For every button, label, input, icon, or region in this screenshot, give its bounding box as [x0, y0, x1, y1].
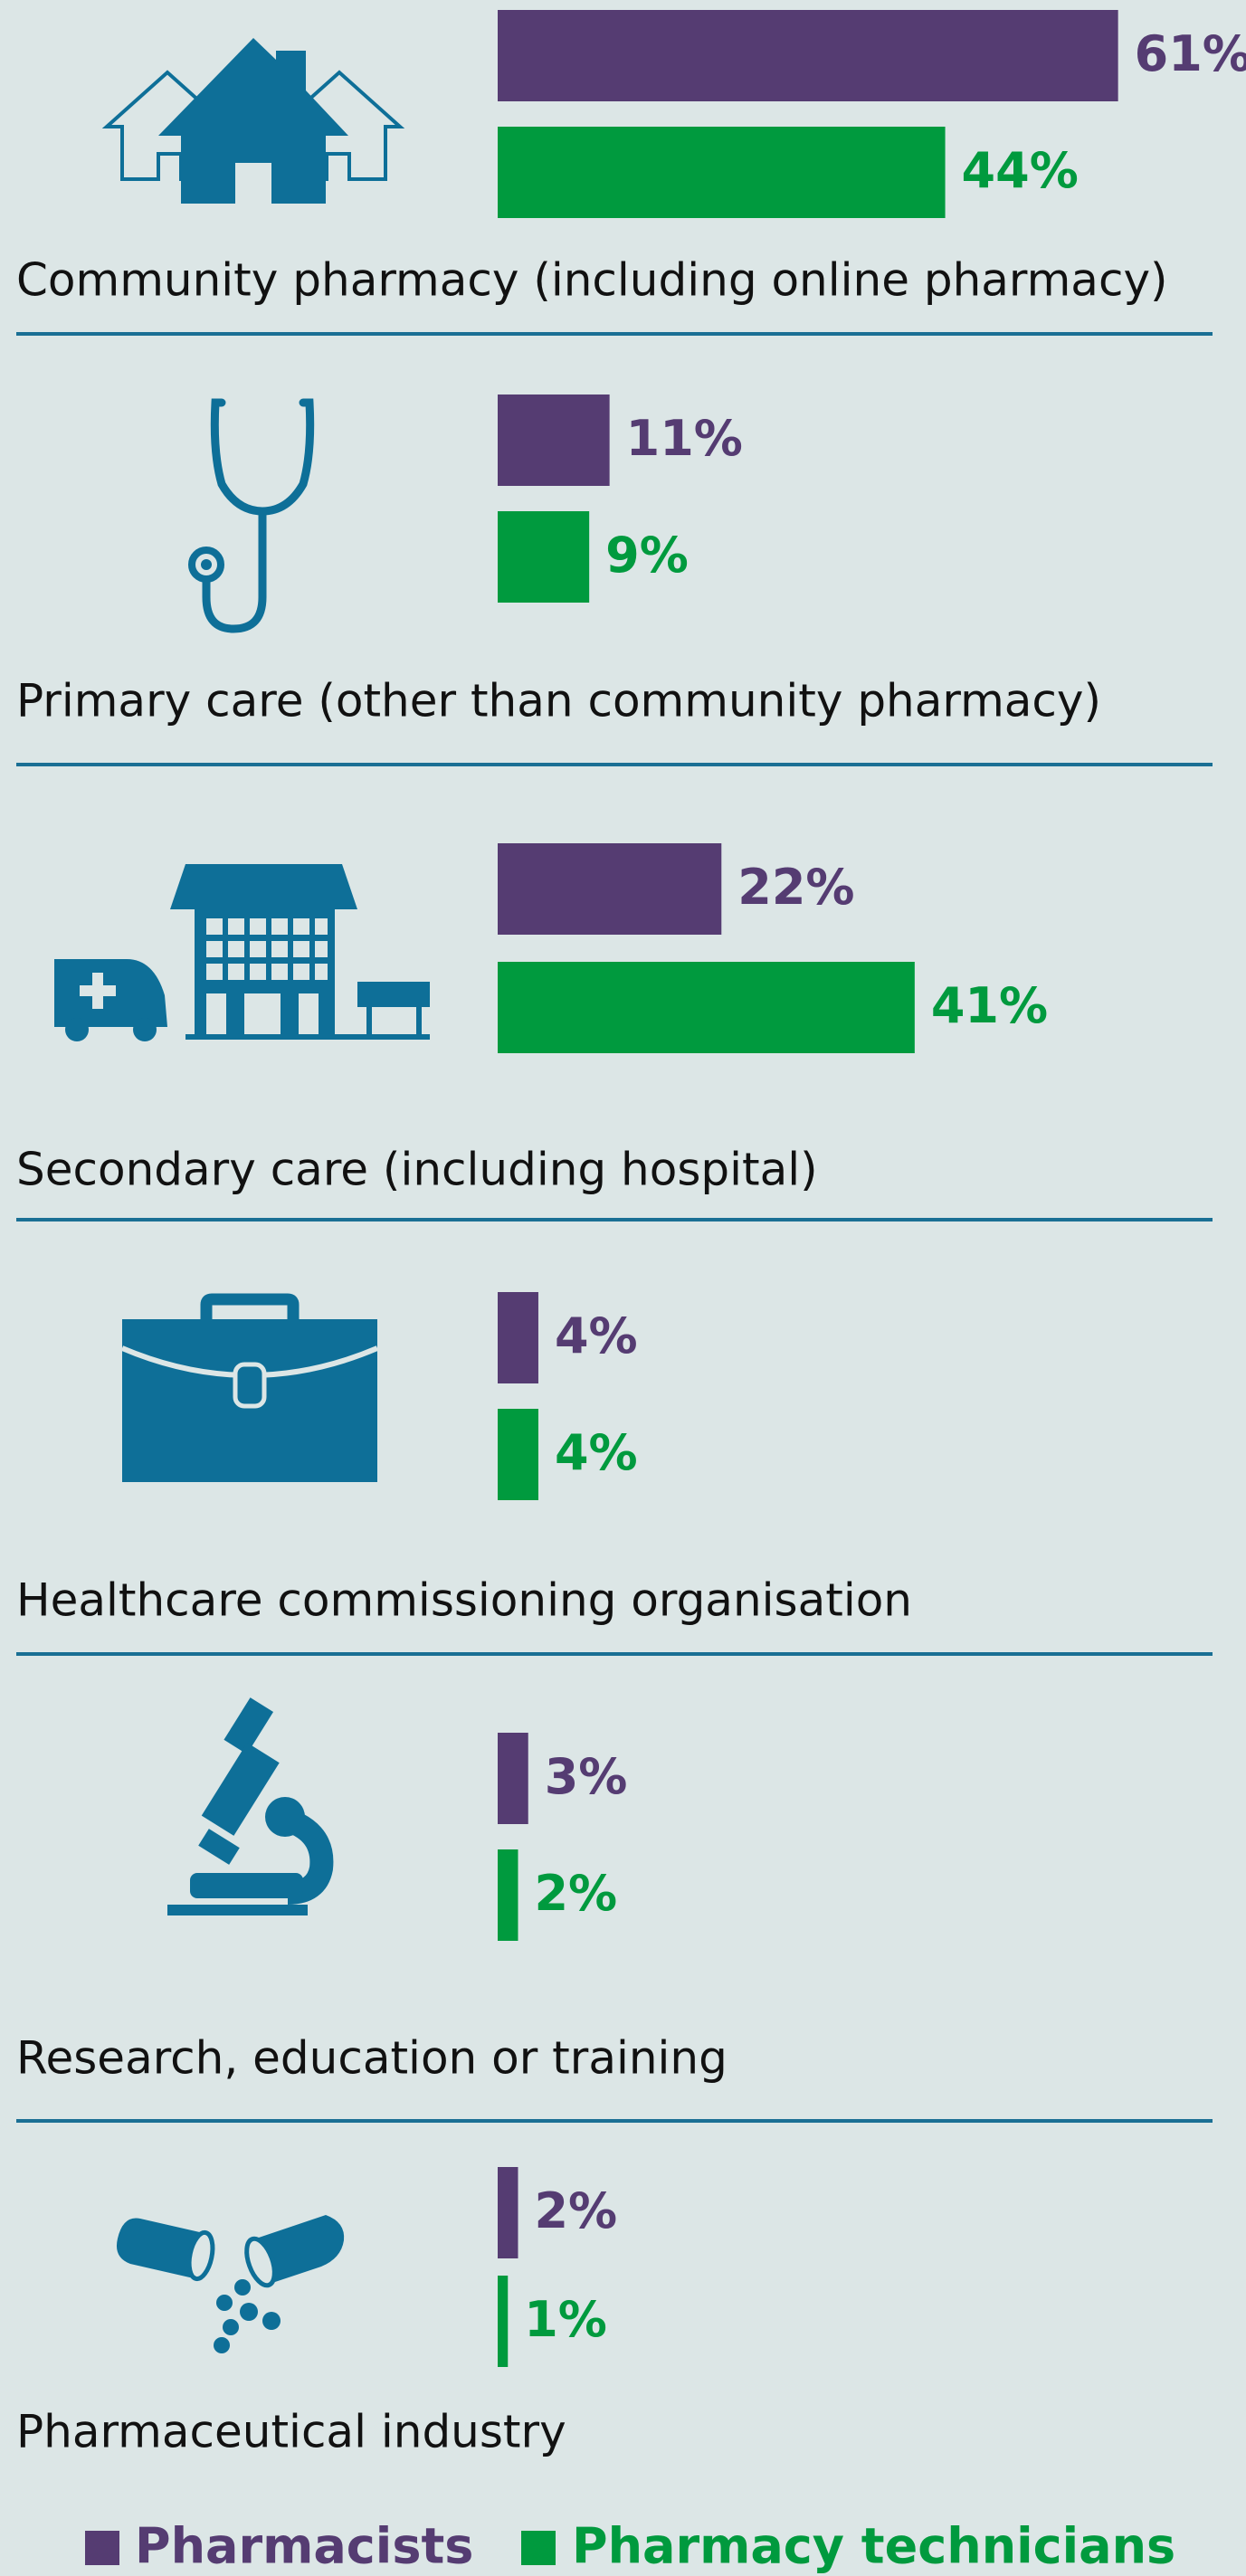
category-label: Research, education or training	[16, 2032, 728, 2085]
separator	[16, 332, 1213, 336]
value-label: 41%	[931, 977, 1048, 1034]
bar	[498, 394, 610, 486]
bar	[498, 843, 722, 935]
bar	[498, 962, 915, 1053]
value-label: 11%	[626, 410, 743, 467]
bar	[498, 2276, 509, 2367]
value-label: 9%	[605, 527, 689, 584]
separator	[16, 763, 1213, 766]
category-label: Secondary care (including hospital)	[16, 1144, 818, 1196]
category-label: Healthcare commissioning organisation	[16, 1574, 912, 1627]
value-label: 4%	[555, 1424, 638, 1481]
bar	[498, 2167, 518, 2258]
bar	[498, 1733, 528, 1824]
value-label: 22%	[737, 859, 854, 916]
value-label: 4%	[555, 1307, 638, 1364]
microscope-icon	[167, 1697, 334, 1915]
house-icon	[101, 38, 405, 204]
legend-label: Pharmacists	[135, 2518, 473, 2575]
pills-icon	[116, 2215, 345, 2353]
value-label: 2%	[534, 1865, 617, 1922]
legend-label: Pharmacy technicians	[572, 2518, 1175, 2575]
bar	[498, 10, 1118, 101]
value-label: 44%	[962, 142, 1079, 199]
bar	[498, 1409, 538, 1500]
stethoscope-icon	[188, 398, 315, 633]
bar	[498, 511, 590, 603]
legend-swatch	[521, 2531, 556, 2565]
bar	[498, 1849, 518, 1941]
value-label: 1%	[524, 2291, 607, 2348]
category-label: Community pharmacy (including online pha…	[16, 254, 1168, 307]
hospital-icon	[54, 864, 430, 1041]
category-label: Primary care (other than community pharm…	[16, 675, 1101, 727]
bar	[498, 1292, 538, 1383]
value-label: 61%	[1135, 25, 1246, 82]
category-label: Pharmaceutical industry	[16, 2406, 566, 2458]
value-label: 2%	[534, 2182, 617, 2239]
bar	[498, 127, 946, 218]
legend-swatch	[85, 2531, 119, 2565]
separator	[16, 2119, 1213, 2123]
separator	[16, 1652, 1213, 1656]
separator	[16, 1218, 1213, 1221]
value-label: 3%	[545, 1748, 628, 1805]
briefcase-icon	[120, 1293, 379, 1482]
